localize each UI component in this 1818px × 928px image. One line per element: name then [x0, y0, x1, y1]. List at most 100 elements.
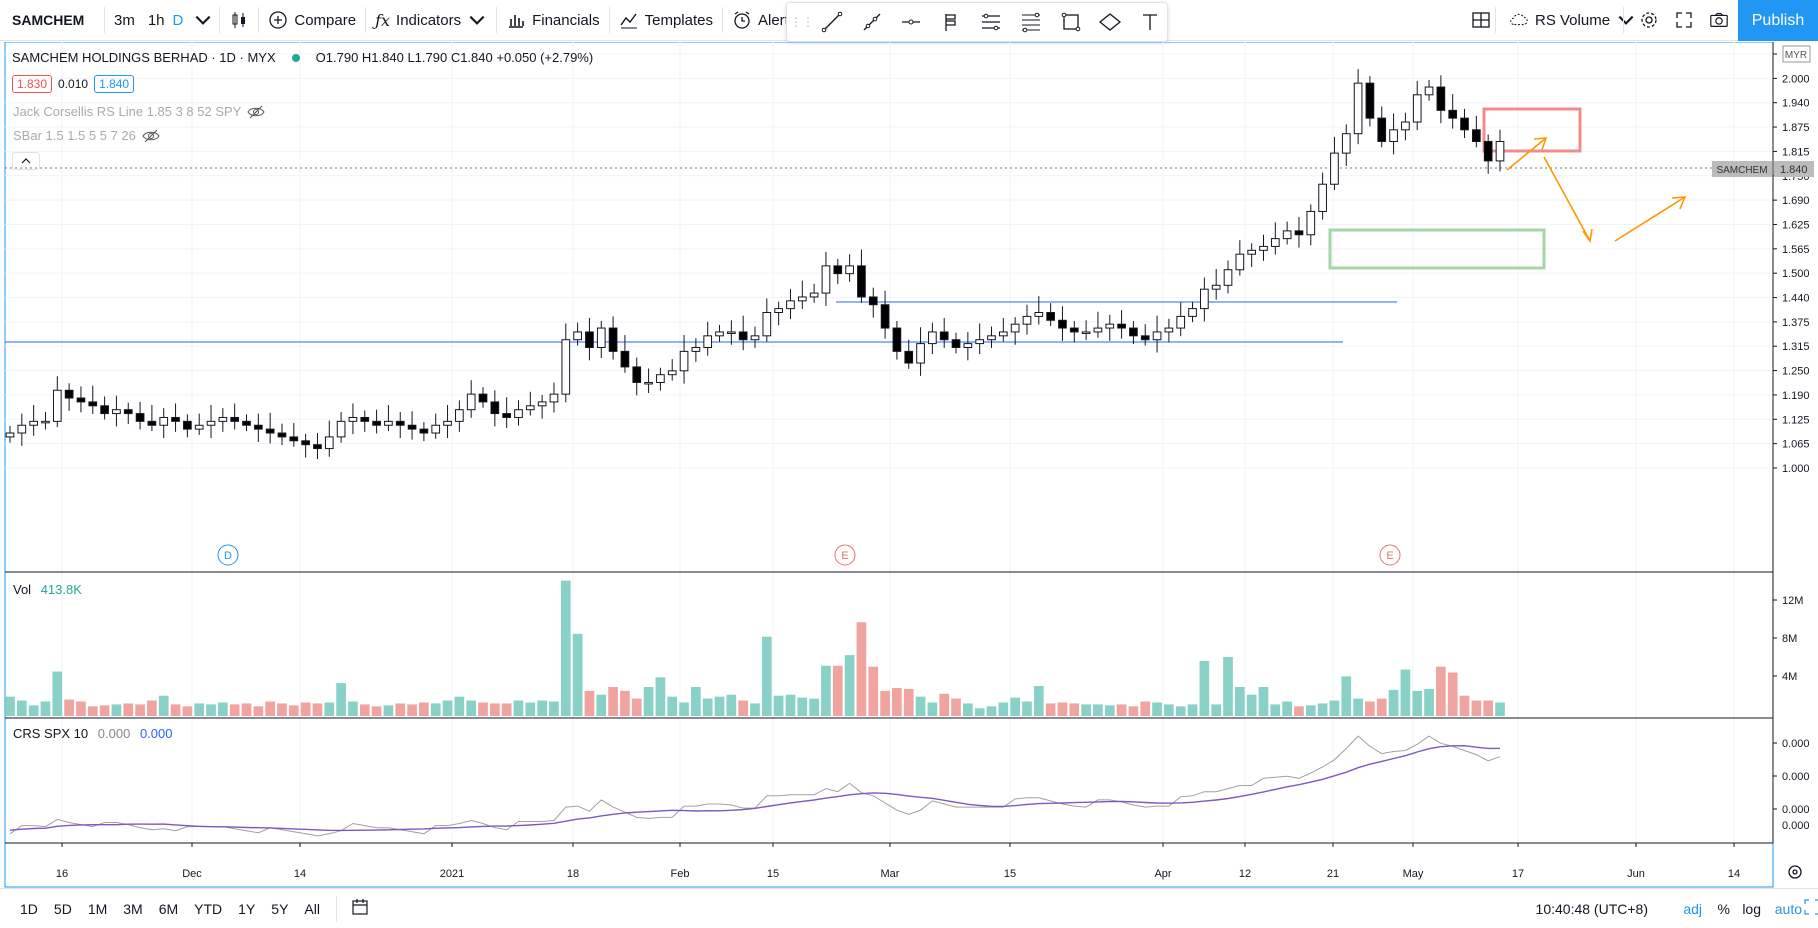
chart-style-button[interactable] [220, 0, 258, 41]
range-ytd[interactable]: YTD [194, 900, 223, 917]
separator [608, 7, 610, 33]
expand-icon [1804, 899, 1818, 915]
bid-price[interactable]: 1.830 [12, 75, 53, 93]
chart-canvas[interactable]: D E E 2.0652.0001.9401.8751.8151.7501.69… [0, 41, 1818, 888]
candle-body [987, 335, 996, 341]
volume-axis: 12M 8M 4M [1773, 595, 1803, 683]
candle-body [431, 424, 441, 434]
earnings-event-marker[interactable] [834, 544, 856, 566]
volume-bar [1045, 703, 1056, 716]
publish-button[interactable]: Publish [1738, 0, 1818, 41]
fit-screen-button[interactable] [1804, 899, 1818, 918]
rectangle-tool[interactable] [1054, 5, 1088, 39]
last-symbol-tag [1712, 161, 1772, 177]
volume-bar [194, 703, 205, 716]
auto-toggle[interactable]: auto [1774, 901, 1802, 917]
range-1d[interactable]: 1D [20, 900, 38, 917]
chart-settings-button[interactable] [1788, 865, 1802, 879]
candle-body [1306, 210, 1316, 236]
earnings-event-marker[interactable] [1379, 544, 1401, 566]
volume-bar [915, 696, 926, 716]
adjust-toggle[interactable]: adj [1683, 901, 1702, 917]
symbol-search[interactable]: SAMCHEM [12, 12, 85, 28]
range-6m[interactable]: 6M [158, 900, 179, 917]
range-1y[interactable]: 1Y [238, 900, 256, 917]
ray-tool[interactable] [855, 5, 889, 39]
support-zone-rectangle[interactable] [1328, 228, 1546, 270]
gear-icon [1788, 865, 1802, 879]
fib-tool[interactable] [1014, 5, 1048, 39]
rs-volume-button[interactable]: RS Volume [1500, 0, 1645, 41]
candle-body [1401, 121, 1410, 131]
arrow-up-1 [1506, 137, 1547, 171]
snapshot-button[interactable] [1700, 0, 1738, 41]
interval-3m[interactable]: 3m [114, 11, 135, 29]
flag-tool[interactable] [934, 5, 968, 39]
projection-arrows[interactable] [1506, 137, 1687, 244]
range-1m[interactable]: 1M [87, 900, 108, 917]
candle-body [833, 265, 843, 275]
candle-body [1365, 82, 1375, 119]
symbol-title[interactable]: SAMCHEM HOLDINGS BERHAD · 1D · MYX [12, 50, 276, 65]
candle-body [1389, 129, 1398, 142]
text-tool[interactable] [1133, 5, 1167, 39]
dividend-event-marker[interactable] [217, 544, 239, 566]
alert-button[interactable]: Alert [723, 0, 798, 41]
candle-body [419, 428, 429, 434]
candle-body [1022, 315, 1032, 325]
volume-bar [147, 700, 157, 716]
interval-1h[interactable]: 1h [147, 11, 165, 29]
range-all[interactable]: All [304, 900, 320, 917]
target-zone-rectangle[interactable] [1482, 107, 1582, 153]
candle-body [691, 346, 701, 352]
volume-bar [963, 703, 973, 716]
volume-bar [206, 704, 216, 716]
candle-body [573, 331, 582, 341]
templates-button[interactable]: Templates [610, 0, 722, 41]
log-toggle[interactable]: log [1742, 901, 1761, 917]
goto-date-button[interactable] [345, 898, 375, 919]
time-axis[interactable]: 16 Dec 14 2021 18 Feb 15 Mar 15 Apr 12 21 May 17 Jun 14 [56, 843, 1740, 880]
volume-bar [714, 696, 725, 716]
volume-bar [1471, 700, 1482, 716]
drag-handle[interactable]: ⋮⋮ [790, 15, 814, 29]
horizontal-line-tool[interactable] [895, 5, 929, 39]
indicators-button[interactable]: ƒx Indicators [366, 0, 496, 41]
layout-button[interactable] [1462, 0, 1500, 41]
parallel-channel-tool[interactable] [974, 5, 1008, 39]
ask-price[interactable]: 1.840 [94, 75, 135, 93]
chart-area[interactable]: D E E 2.0652.0001.9401.8751.8151.7501.69… [0, 41, 1818, 888]
crs-legend: CRS SPX 10 0.000 0.000 [13, 726, 173, 741]
trend-line-tool[interactable] [815, 5, 849, 39]
candle-body [360, 416, 370, 422]
candle-body [750, 335, 760, 341]
interval-d[interactable]: D [172, 11, 184, 29]
collapse-legend-button[interactable] [12, 152, 40, 170]
fullscreen-button[interactable] [1665, 0, 1703, 41]
settings-button[interactable] [1630, 0, 1668, 41]
price-axis[interactable]: 2.0652.0001.9401.8751.8151.7501.6901.625… [1773, 49, 1810, 475]
eye-hidden-icon[interactable] [142, 129, 160, 143]
volume-bar [655, 677, 666, 716]
drawing-toolbar: ⋮⋮ [786, 2, 1168, 42]
parallel-channel-icon [982, 13, 1001, 31]
percent-toggle[interactable]: % [1717, 901, 1730, 917]
volume-bar [1412, 690, 1423, 716]
ellipse-tool[interactable] [1093, 5, 1127, 39]
indicator-rs-line[interactable]: Jack Corsellis RS Line 1.85 3 8 52 SPY [13, 104, 265, 119]
candle-body [797, 296, 807, 302]
financials-button[interactable]: Financials [497, 0, 609, 41]
volume-bar [1187, 704, 1198, 716]
eye-hidden-icon[interactable] [247, 105, 265, 119]
candle-body [1282, 230, 1292, 240]
range-5d[interactable]: 5D [53, 900, 72, 917]
volume-bar [631, 698, 642, 716]
rectangle-icon [1061, 12, 1080, 32]
clock[interactable]: 10:40:48 (UTC+8) [1535, 901, 1648, 917]
compare-button[interactable]: Compare [259, 0, 365, 41]
range-5y[interactable]: 5Y [271, 900, 289, 917]
interval-dropdown[interactable] [187, 0, 219, 41]
indicator-sbar[interactable]: SBar 1.5 1.5 5 5 7 26 [13, 128, 160, 143]
candle-body [1341, 133, 1351, 154]
range-3m[interactable]: 3M [123, 900, 143, 917]
